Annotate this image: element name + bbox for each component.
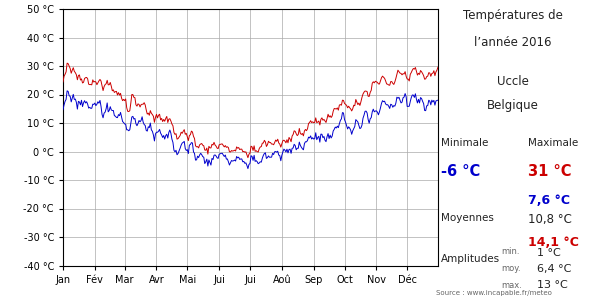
- Text: 6,4 °C: 6,4 °C: [537, 264, 571, 274]
- Text: Belgique: Belgique: [487, 99, 539, 112]
- Text: min.: min.: [502, 248, 520, 256]
- Text: Minimale: Minimale: [441, 138, 488, 148]
- Text: Amplitudes: Amplitudes: [441, 254, 500, 263]
- Text: Source : www.incapable.fr/meteo: Source : www.incapable.fr/meteo: [436, 290, 552, 296]
- Text: 7,6 °C: 7,6 °C: [528, 194, 570, 206]
- Text: 31 °C: 31 °C: [528, 164, 571, 178]
- Text: Moyennes: Moyennes: [441, 213, 494, 223]
- Text: Uccle: Uccle: [497, 75, 529, 88]
- Text: 13 °C: 13 °C: [537, 280, 568, 290]
- Text: 10,8 °C: 10,8 °C: [528, 213, 572, 226]
- Text: -6 °C: -6 °C: [441, 164, 480, 178]
- Text: l’année 2016: l’année 2016: [474, 36, 552, 49]
- Text: Maximale: Maximale: [528, 138, 578, 148]
- Text: max.: max.: [502, 280, 523, 290]
- Text: 1 °C: 1 °C: [537, 248, 561, 257]
- Text: Températures de: Températures de: [463, 9, 563, 22]
- Text: moy.: moy.: [502, 264, 521, 273]
- Text: 14,1 °C: 14,1 °C: [528, 236, 579, 248]
